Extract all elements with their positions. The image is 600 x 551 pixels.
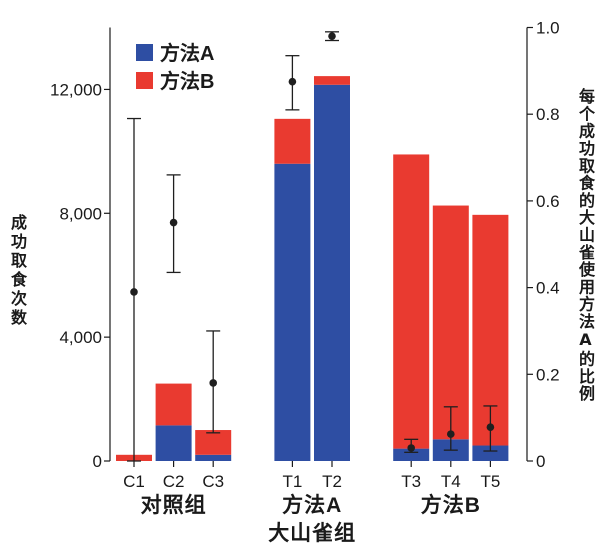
bar-method-b-t4 [432,205,469,440]
category-label-c1: C1 [123,472,145,491]
group-label: 方法A [282,493,342,517]
legend-swatch-method-b [136,72,153,89]
y-axis-title-right: 每个成功取食的大山雀使用方法A的比例 [576,88,595,403]
right-axis-tick-label: 0.2 [536,365,560,384]
legend-label-method-b: 方法B [160,69,214,93]
proportion-point-t5 [486,423,495,431]
bar-method-b-t2 [314,76,350,85]
proportion-point-c2 [169,218,178,227]
bar-method-b-c2 [155,383,192,426]
bar-method-a-t2 [314,84,350,461]
left-axis-tick-label: 4,000 [59,328,102,347]
proportion-point-t3 [407,444,416,452]
bar-method-a-c2 [155,425,192,461]
category-label-t3: T3 [401,472,421,491]
group-label: 对照组 [141,493,207,517]
group-label: 方法B [421,493,481,517]
right-axis-tick-label: 1.0 [536,19,560,38]
right-axis-tick-label: 0.8 [536,105,560,124]
proportion-point-c3 [209,379,217,387]
category-label-t1: T1 [282,472,302,491]
left-axis-tick-label: 0 [93,452,102,471]
proportion-point-t2 [328,32,336,40]
category-label-c3: C3 [202,472,224,491]
left-axis-tick-label: 12,000 [50,80,102,99]
y-axis-title-left: 成功取食次数 [8,214,27,328]
legend: 方法A 方法B [136,41,214,93]
category-label-t5: T5 [480,472,500,491]
category-label-t4: T4 [441,472,461,491]
bar-method-a-c3 [195,454,232,461]
bar-method-a-t5 [472,445,509,461]
left-axis-tick-label: 8,000 [59,204,102,223]
right-axis-tick-label: 0.4 [536,279,560,298]
bar-method-b-c3 [195,430,232,455]
proportion-point-t4 [447,430,455,438]
x-axis-title: 大山雀组 [268,521,356,545]
category-label-t2: T2 [322,472,342,491]
proportion-point-t1 [288,77,297,86]
category-label-c2: C2 [163,472,185,491]
legend-swatch-method-a [136,44,153,61]
bar-method-a-t1 [274,163,311,461]
proportion-point-c1 [130,288,138,296]
bar-method-a-t3 [393,448,430,461]
right-axis-tick-label: 0.6 [536,192,560,211]
right-axis-tick-label: 0 [536,452,545,471]
bar-method-b-t3 [393,154,430,449]
bar-method-b-t1 [274,118,311,164]
legend-label-method-a: 方法A [160,41,214,65]
